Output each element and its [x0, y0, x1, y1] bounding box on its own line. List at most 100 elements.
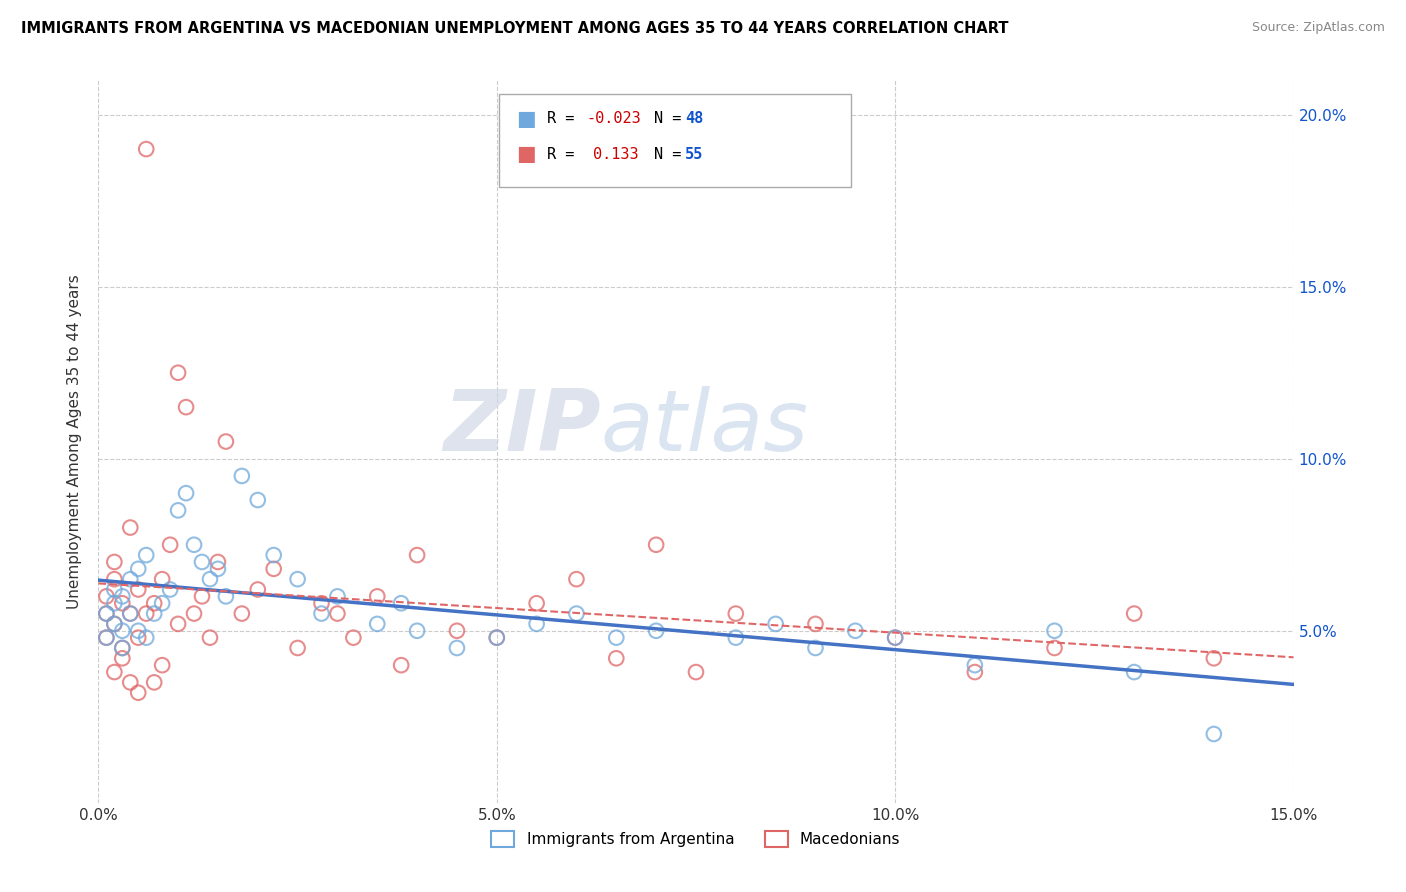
Point	[103, 555, 125, 569]
Point	[446, 640, 468, 655]
Point	[111, 640, 134, 655]
Point	[207, 555, 229, 569]
Point	[103, 582, 125, 597]
Point	[111, 640, 134, 655]
Point	[215, 434, 238, 449]
Text: 0.133: 0.133	[593, 147, 638, 161]
Point	[159, 582, 181, 597]
Text: ■: ■	[516, 109, 536, 128]
Point	[963, 658, 986, 673]
Point	[844, 624, 866, 638]
Point	[135, 631, 157, 645]
Point	[485, 631, 508, 645]
Point	[103, 665, 125, 679]
Point	[565, 572, 588, 586]
Point	[174, 400, 197, 414]
Point	[103, 596, 125, 610]
Point	[191, 555, 214, 569]
Point	[287, 572, 309, 586]
Point	[645, 538, 668, 552]
Point	[389, 596, 412, 610]
Point	[127, 624, 149, 638]
Point	[724, 607, 747, 621]
Point	[485, 631, 508, 645]
Point	[127, 582, 149, 597]
Point	[231, 469, 253, 483]
Text: R =: R =	[547, 112, 583, 126]
Point	[311, 596, 333, 610]
Point	[326, 590, 349, 604]
Text: N =: N =	[654, 112, 690, 126]
Point	[963, 665, 986, 679]
Point	[183, 607, 205, 621]
Point	[96, 590, 118, 604]
Point	[263, 562, 285, 576]
Point	[120, 607, 142, 621]
Legend: Immigrants from Argentina, Macedonians: Immigrants from Argentina, Macedonians	[485, 825, 907, 853]
Point	[167, 503, 190, 517]
Text: -0.023: -0.023	[586, 112, 641, 126]
Point	[135, 548, 157, 562]
Point	[96, 607, 118, 621]
Point	[724, 631, 747, 645]
Point	[207, 562, 229, 576]
Point	[150, 572, 173, 586]
Point	[884, 631, 907, 645]
Point	[111, 624, 134, 638]
Point	[804, 616, 827, 631]
Point	[120, 675, 142, 690]
Point	[246, 493, 269, 508]
Point	[884, 631, 907, 645]
Point	[174, 486, 197, 500]
Point	[159, 538, 181, 552]
Point	[135, 142, 157, 156]
Point	[111, 651, 134, 665]
Point	[127, 562, 149, 576]
Point	[1202, 651, 1225, 665]
Text: ZIP: ZIP	[443, 385, 600, 468]
Point	[96, 631, 118, 645]
Point	[143, 607, 166, 621]
Text: R =: R =	[547, 147, 583, 161]
Point	[143, 596, 166, 610]
Point	[406, 548, 429, 562]
Point	[150, 596, 173, 610]
Point	[366, 590, 388, 604]
Point	[150, 658, 173, 673]
Point	[526, 616, 548, 631]
Point	[605, 631, 627, 645]
Point	[406, 624, 429, 638]
Point	[765, 616, 787, 631]
Point	[685, 665, 707, 679]
Point	[111, 590, 134, 604]
Point	[120, 572, 142, 586]
Text: 55: 55	[685, 147, 703, 161]
Point	[1043, 640, 1066, 655]
Point	[143, 675, 166, 690]
Point	[1123, 607, 1146, 621]
Point	[183, 538, 205, 552]
Point	[1202, 727, 1225, 741]
Point	[263, 548, 285, 562]
Point	[645, 624, 668, 638]
Point	[287, 640, 309, 655]
Point	[526, 596, 548, 610]
Text: IMMIGRANTS FROM ARGENTINA VS MACEDONIAN UNEMPLOYMENT AMONG AGES 35 TO 44 YEARS C: IMMIGRANTS FROM ARGENTINA VS MACEDONIAN …	[21, 21, 1008, 36]
Point	[198, 631, 221, 645]
Point	[231, 607, 253, 621]
Point	[103, 616, 125, 631]
Point	[103, 572, 125, 586]
Point	[804, 640, 827, 655]
Point	[127, 631, 149, 645]
Point	[1043, 624, 1066, 638]
Point	[127, 686, 149, 700]
Point	[342, 631, 364, 645]
Point	[120, 520, 142, 534]
Point	[565, 607, 588, 621]
Point	[167, 366, 190, 380]
Text: 48: 48	[685, 112, 703, 126]
Point	[120, 607, 142, 621]
Point	[311, 607, 333, 621]
Y-axis label: Unemployment Among Ages 35 to 44 years: Unemployment Among Ages 35 to 44 years	[67, 274, 83, 609]
Text: ■: ■	[516, 145, 536, 164]
